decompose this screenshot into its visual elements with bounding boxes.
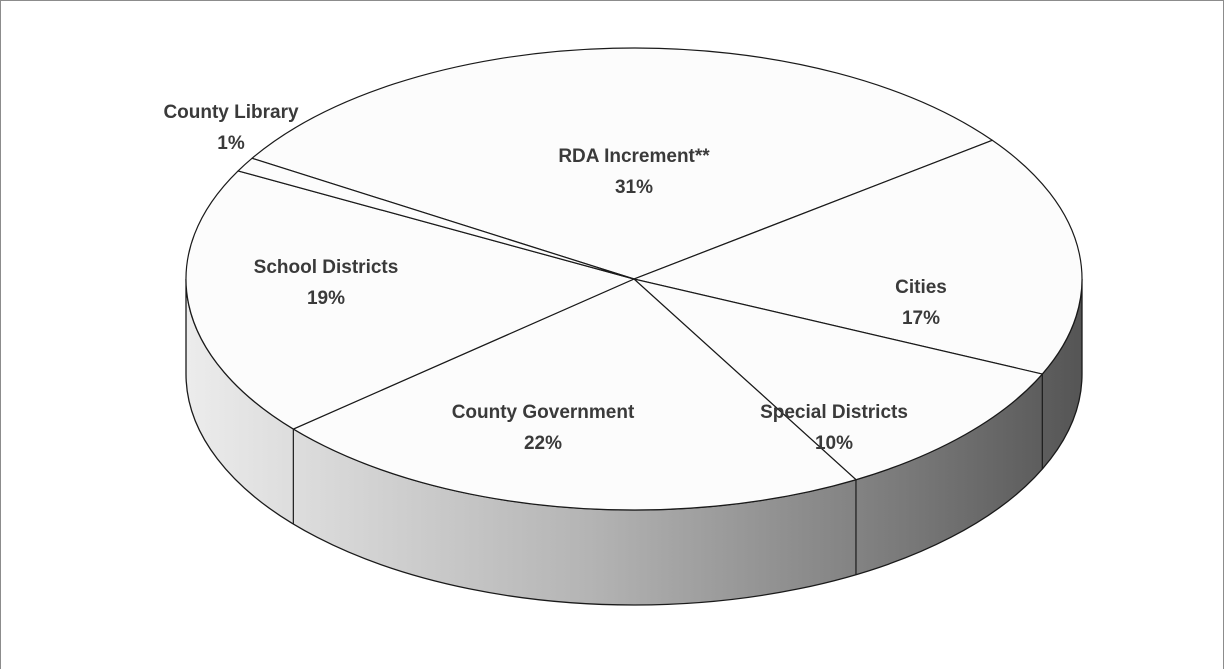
- slice-value-rda-increment: 31%: [615, 177, 653, 198]
- slice-cities: [633, 139, 1083, 375]
- slice-county-library: [237, 157, 635, 280]
- slice-label-rda-increment: RDA Increment**: [558, 146, 710, 167]
- slice-label-county-government: County Government: [452, 402, 635, 423]
- slice-value-county-library: 1%: [217, 133, 245, 154]
- slice-label-cities: Cities: [895, 277, 947, 298]
- slice-special-districts: [633, 278, 1043, 481]
- slice-value-special-districts: 10%: [815, 433, 853, 454]
- slice-label-county-library: County Library: [163, 102, 299, 123]
- slice-value-cities: 17%: [902, 308, 940, 329]
- slice-label-school-districts: School Districts: [254, 257, 399, 278]
- slice-value-county-government: 22%: [524, 433, 562, 454]
- slice-value-school-districts: 19%: [307, 288, 345, 309]
- slice-label-special-districts: Special Districts: [760, 402, 908, 423]
- pie-top: [185, 47, 1083, 511]
- pie-labels: RDA Increment** 31% Cities 17% Special Distr…: [163, 102, 946, 454]
- slice-school-districts: [185, 170, 635, 430]
- slice-county-government: [292, 278, 857, 511]
- slice-rda-increment: [251, 47, 993, 280]
